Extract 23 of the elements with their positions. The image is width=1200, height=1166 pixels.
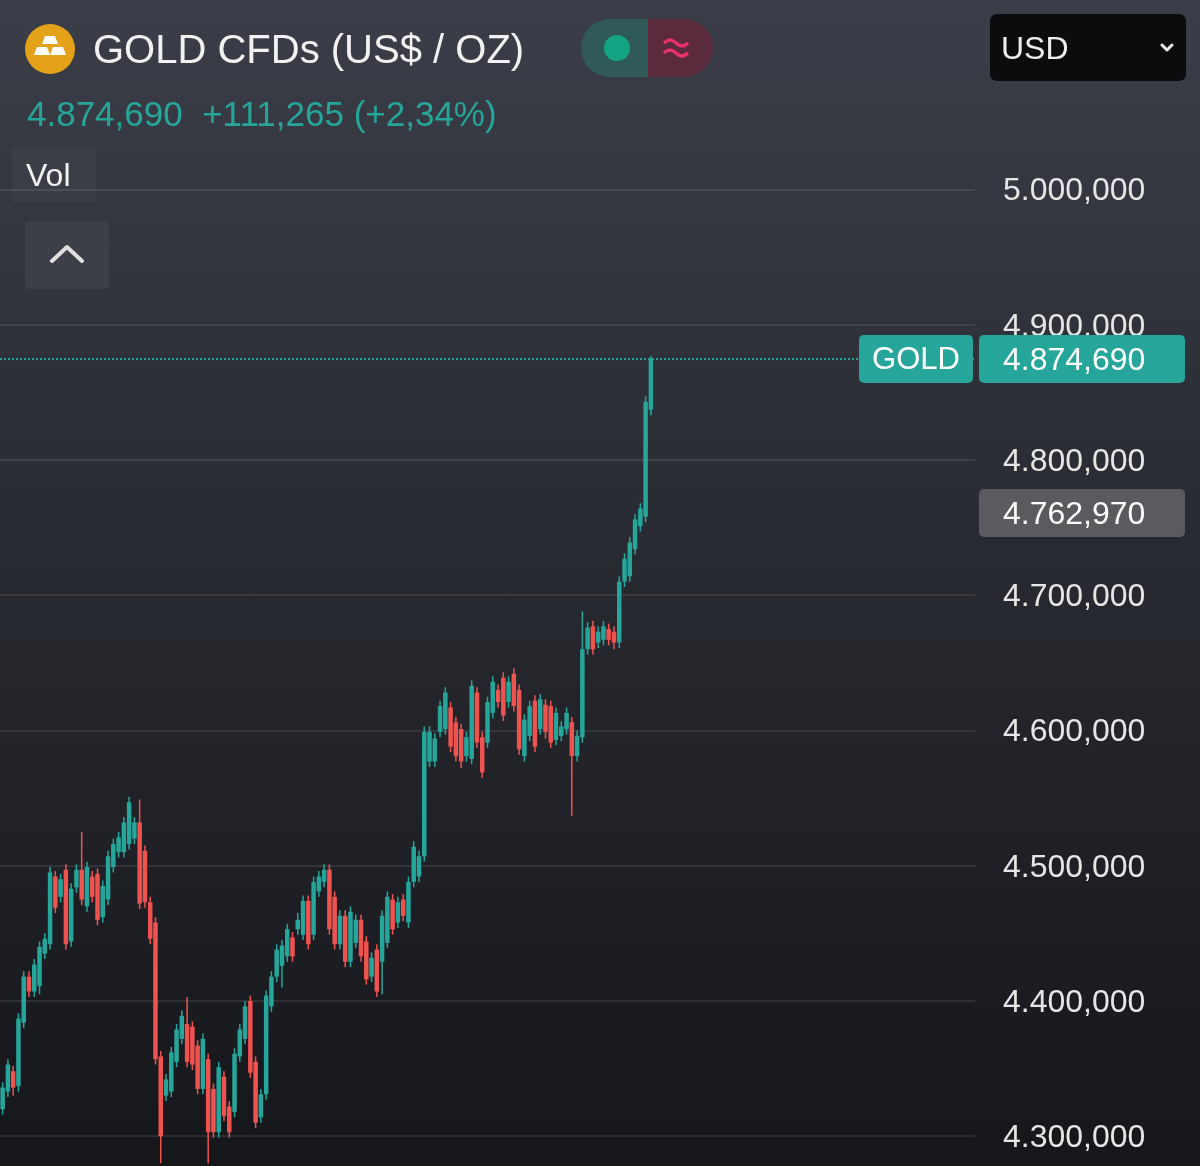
ref-line-label: GOLD [872, 341, 960, 377]
y-tick-label: 4.600,000 [1003, 712, 1146, 749]
y-tick-label: 4.700,000 [1003, 577, 1146, 614]
y-tick-label: 4.400,000 [1003, 982, 1146, 1019]
text: 4.874,690 [1003, 340, 1146, 377]
text: USD [1001, 30, 1069, 66]
candlestick [585, 621, 590, 656]
y-tick-label: 4.300,000 [1003, 1118, 1146, 1155]
candlestick [506, 675, 511, 709]
annotation: Vol [26, 157, 71, 193]
candlestick [290, 931, 295, 963]
candlestick [74, 863, 79, 894]
text: 4.874,690 +111,265 (+2,34%) [27, 94, 497, 133]
candlestick [395, 896, 401, 929]
y-tick-label: 5.000,000 [1003, 171, 1146, 208]
candlestick [26, 970, 32, 998]
y-tick-label: 4.500,000 [1003, 847, 1146, 884]
candlestick [10, 1065, 16, 1097]
text: GOLD CFDs (US$ / OZ) [93, 27, 525, 71]
candlestick [369, 951, 374, 983]
candlestick [58, 873, 63, 903]
text: 4.762,970 [1003, 495, 1146, 531]
y-tick-label: 4.800,000 [1003, 441, 1146, 478]
